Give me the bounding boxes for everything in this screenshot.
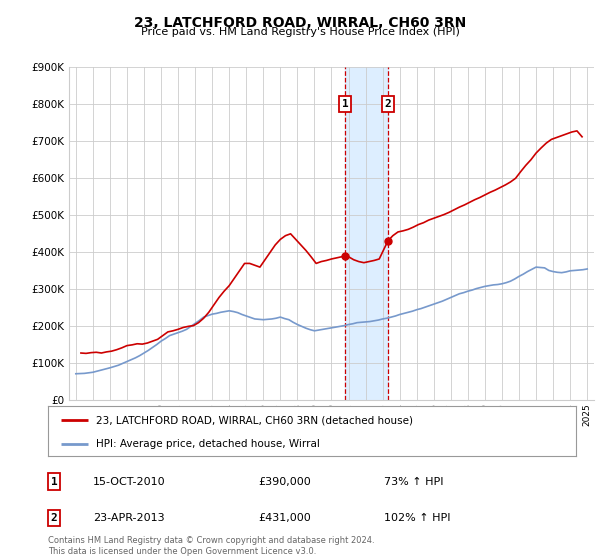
Text: £431,000: £431,000 [258,513,311,523]
Text: £390,000: £390,000 [258,477,311,487]
Text: Contains HM Land Registry data © Crown copyright and database right 2024.
This d: Contains HM Land Registry data © Crown c… [48,536,374,556]
Bar [345,67,388,400]
Text: 23, LATCHFORD ROAD, WIRRAL, CH60 3RN (detached house): 23, LATCHFORD ROAD, WIRRAL, CH60 3RN (de… [95,415,413,425]
Text: 102% ↑ HPI: 102% ↑ HPI [384,513,451,523]
Text: 1: 1 [50,477,58,487]
Text: 1: 1 [341,99,349,109]
Text: 2: 2 [385,99,391,109]
Text: 2: 2 [50,513,58,523]
Text: 73% ↑ HPI: 73% ↑ HPI [384,477,443,487]
Text: 23, LATCHFORD ROAD, WIRRAL, CH60 3RN: 23, LATCHFORD ROAD, WIRRAL, CH60 3RN [134,16,466,30]
Text: 23-APR-2013: 23-APR-2013 [93,513,164,523]
Text: 15-OCT-2010: 15-OCT-2010 [93,477,166,487]
Text: HPI: Average price, detached house, Wirral: HPI: Average price, detached house, Wirr… [95,439,319,449]
Text: Price paid vs. HM Land Registry's House Price Index (HPI): Price paid vs. HM Land Registry's House … [140,27,460,37]
